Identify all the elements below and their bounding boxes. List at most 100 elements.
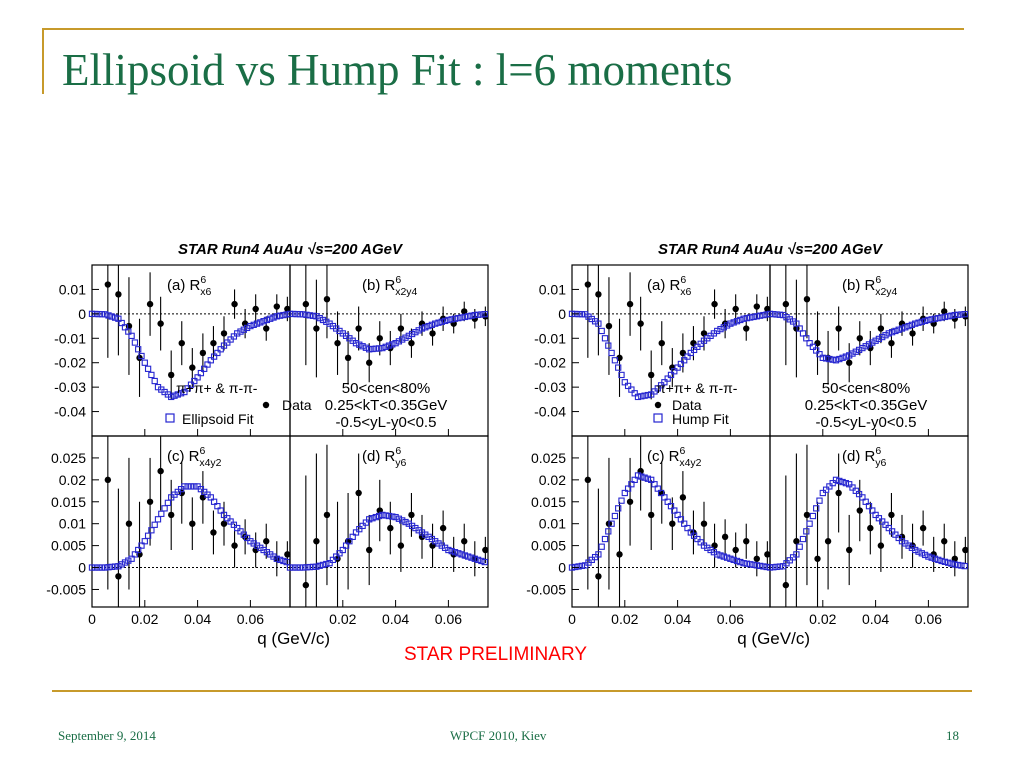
fit-marker — [273, 555, 280, 562]
fit-marker — [237, 328, 244, 335]
fit-marker — [621, 379, 628, 386]
data-point — [732, 546, 739, 554]
fit-marker — [415, 327, 422, 334]
data-point — [793, 538, 800, 545]
fit-marker — [895, 326, 902, 333]
data-point — [700, 520, 708, 527]
star-preliminary-label: STAR PRELIMINARY — [404, 644, 588, 665]
fit-marker — [362, 344, 370, 351]
fit-marker — [333, 553, 340, 560]
fit-marker — [879, 518, 886, 525]
fit-marker — [720, 553, 727, 560]
y-tick-label: -0.04 — [534, 404, 566, 420]
fit-marker — [283, 558, 290, 566]
figure-title: STAR Run4 AuAu √s=200 AGeV — [658, 241, 884, 258]
panel-d: (d) R6 y6 0.02 0.04 0.06 — [766, 435, 969, 627]
fit-marker — [921, 317, 929, 325]
fit-marker — [796, 325, 803, 332]
fit-marker — [638, 393, 645, 400]
fit-marker — [912, 320, 919, 327]
fit-marker — [98, 311, 106, 318]
fit-marker — [595, 320, 602, 327]
fit-marker — [859, 494, 866, 501]
fit-marker — [918, 550, 925, 557]
fit-marker — [141, 359, 148, 366]
fit-marker — [832, 476, 840, 483]
data-point — [648, 371, 655, 379]
fit-marker — [575, 563, 582, 570]
data-point — [909, 330, 916, 337]
y-tick-label: 0.005 — [531, 538, 566, 554]
y-tick-label: -0.02 — [534, 355, 566, 371]
fit-marker — [661, 379, 668, 386]
fit-marker — [829, 479, 836, 487]
fit-marker — [352, 340, 360, 347]
bottom-rule — [52, 690, 972, 692]
fit-marker — [621, 489, 628, 497]
figure-ellipsoid: STAR Run4 AuAu √s=200 AGeV(a) R6 x60.010-… — [46, 241, 489, 648]
fit-marker — [875, 515, 883, 522]
x-tick-label: 0.06 — [435, 611, 462, 627]
fit-marker — [763, 563, 770, 571]
fit-marker — [399, 517, 406, 524]
data-point — [439, 524, 447, 532]
fit-marker — [766, 564, 774, 571]
x-tick-label: 0 — [568, 611, 576, 627]
legend-fit-label: Ellipsoid Fit — [182, 411, 254, 427]
fit-marker — [862, 498, 869, 505]
fit-marker — [882, 521, 889, 528]
fit-marker — [474, 311, 482, 318]
footer-conference: WPCF 2010, Kiev — [450, 728, 547, 743]
fit-marker — [372, 513, 379, 521]
fit-marker — [905, 322, 912, 330]
fit-marker — [144, 532, 152, 539]
fit-marker — [290, 564, 297, 571]
fit-marker — [855, 346, 863, 354]
fit-marker — [892, 531, 899, 538]
data-point — [263, 325, 270, 332]
fit-marker — [776, 311, 784, 318]
fit-marker — [389, 341, 396, 348]
panel-frame — [769, 435, 969, 608]
fit-marker — [816, 497, 823, 504]
fit-marker — [408, 330, 416, 338]
data-point — [782, 581, 790, 589]
x-tick-label: 0.04 — [862, 611, 889, 627]
fit-marker — [697, 539, 704, 546]
footer-date: September 9, 2014 — [58, 728, 156, 743]
fit-marker — [615, 364, 622, 371]
fit-marker — [154, 516, 162, 523]
fit-marker — [634, 393, 642, 401]
fit-marker — [677, 516, 685, 523]
fit-marker — [243, 534, 251, 542]
data-point — [595, 291, 602, 298]
fit-marker — [392, 513, 399, 521]
x-tick-label: 0.02 — [611, 611, 638, 627]
fit-marker — [958, 562, 965, 569]
fit-marker — [948, 312, 955, 319]
fit-marker — [458, 314, 465, 321]
fit-marker — [395, 338, 403, 345]
fit-marker — [481, 558, 488, 566]
x-axis-label: q (GeV/c) — [737, 629, 810, 648]
fit-marker — [471, 311, 478, 319]
fit-marker — [276, 556, 284, 564]
fit-marker — [435, 319, 442, 326]
fit-marker — [869, 507, 876, 514]
fit-marker — [832, 357, 840, 364]
data-point — [835, 325, 842, 332]
fit-marker — [306, 563, 313, 571]
fit-marker — [306, 312, 313, 319]
fit-marker — [925, 316, 932, 324]
fit-marker — [207, 494, 214, 501]
fit-marker — [300, 564, 307, 571]
fit-marker — [763, 311, 770, 318]
left-rule — [42, 28, 44, 94]
slide-title: Ellipsoid vs Hump Fit : l=6 moments — [62, 45, 733, 95]
panel-label: (d) R6 y6 — [362, 445, 406, 469]
fit-marker — [352, 529, 360, 536]
fit-marker — [234, 330, 241, 337]
fit-marker — [882, 332, 889, 339]
